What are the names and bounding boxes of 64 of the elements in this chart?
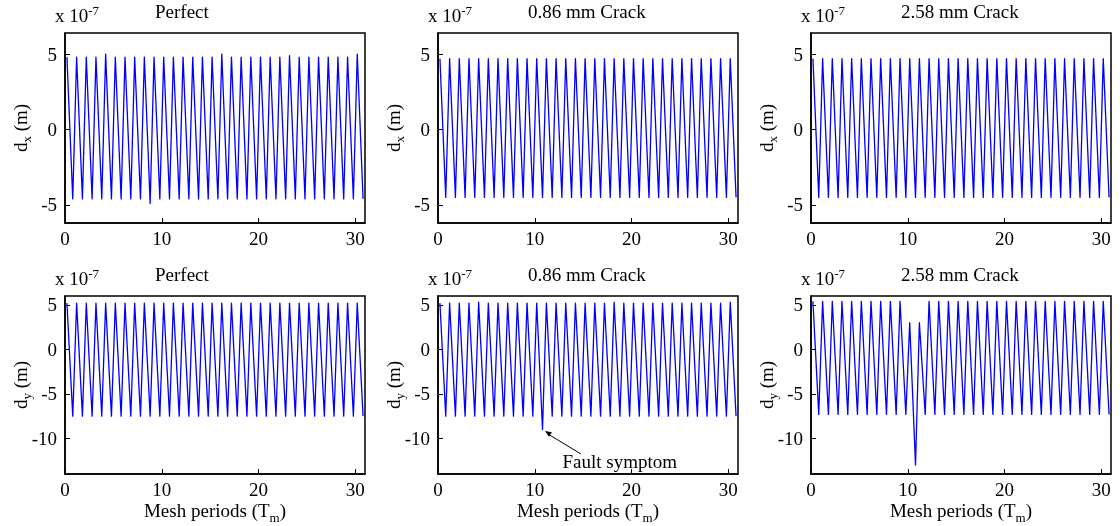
x-tick-label: 10 xyxy=(898,479,918,500)
text: x 10$^{-7}$ xyxy=(801,3,846,27)
x-tick-label: 20 xyxy=(249,228,269,249)
y-tick-label: -5 xyxy=(41,383,57,405)
y-tick-label: -10 xyxy=(404,427,430,449)
y-tick-label: 0 xyxy=(793,119,803,141)
x-tick-label: 30 xyxy=(718,228,738,249)
y-tick-label: -5 xyxy=(787,194,803,216)
x-tick-label: 10 xyxy=(525,479,545,500)
x-tick-label: 30 xyxy=(1091,228,1111,249)
text: x 10$^{-7}$ xyxy=(428,3,473,27)
x-tick-label: 20 xyxy=(622,228,642,249)
y-tick-label: 5 xyxy=(793,43,803,65)
chart-title: 2.58 mm Crack xyxy=(901,1,1020,22)
x-axis-title: Mesh periods (T$_{m}$) xyxy=(889,500,1033,525)
x-axis-title: Mesh periods (T$_{m}$) xyxy=(143,500,287,525)
x-tick-label: 10 xyxy=(525,228,545,249)
y-tick-label: 5 xyxy=(47,294,57,316)
line-series xyxy=(812,300,1110,466)
y-tick-label: -10 xyxy=(777,427,803,449)
x-tick-label: 0 xyxy=(433,228,443,249)
x-tick-label: 30 xyxy=(1091,479,1111,500)
chart-title: 2.58 mm Crack xyxy=(901,264,1020,285)
y-tick-label: -5 xyxy=(787,383,803,405)
y-tick-label: -5 xyxy=(414,194,430,216)
y-tick-label: 5 xyxy=(420,43,430,65)
y-tick-label: 0 xyxy=(420,338,430,360)
x-tick-label: 0 xyxy=(60,479,70,500)
chart-title: 0.86 mm Crack xyxy=(528,1,647,22)
text: x 10$^{-7}$ xyxy=(55,3,100,27)
y-tick-label: -5 xyxy=(41,194,57,216)
x-tick-label: 10 xyxy=(898,228,918,249)
x-tick-label: 30 xyxy=(718,479,738,500)
y-tick-label: -10 xyxy=(31,427,57,449)
annotation: Fault symptom xyxy=(562,450,678,472)
x-tick-label: 0 xyxy=(806,479,816,500)
x-tick-label: 0 xyxy=(433,479,443,500)
y-tick-label: 5 xyxy=(420,294,430,316)
chart-title: Perfect xyxy=(155,1,210,22)
x-tick-label: 10 xyxy=(152,228,172,249)
text: x 10$^{-7}$ xyxy=(428,266,473,290)
x-tick-label: 0 xyxy=(806,228,816,249)
text: x 10$^{-7}$ xyxy=(801,266,846,290)
y-tick-label: -5 xyxy=(414,383,430,405)
x-axis-title: Mesh periods (T$_{m}$) xyxy=(516,500,660,525)
x-tick-label: 20 xyxy=(622,479,642,500)
chart-title: Perfect xyxy=(155,264,210,285)
y-tick-label: 0 xyxy=(793,338,803,360)
y-tick-label: 0 xyxy=(47,338,57,360)
x-tick-label: 10 xyxy=(152,479,172,500)
y-tick-label: 0 xyxy=(47,119,57,141)
y-tick-label: 5 xyxy=(793,294,803,316)
x-tick-label: 0 xyxy=(60,228,70,249)
x-tick-label: 30 xyxy=(345,228,365,249)
y-tick-label: 0 xyxy=(420,119,430,141)
x-tick-label: 30 xyxy=(345,479,365,500)
line-series xyxy=(439,301,737,431)
x-tick-label: 20 xyxy=(249,479,269,500)
chart-title: 0.86 mm Crack xyxy=(528,264,647,285)
text: x 10$^{-7}$ xyxy=(55,266,100,290)
x-tick-label: 20 xyxy=(995,479,1015,500)
y-tick-label: 5 xyxy=(47,43,57,65)
x-tick-label: 20 xyxy=(995,228,1015,249)
line-series xyxy=(66,53,364,205)
